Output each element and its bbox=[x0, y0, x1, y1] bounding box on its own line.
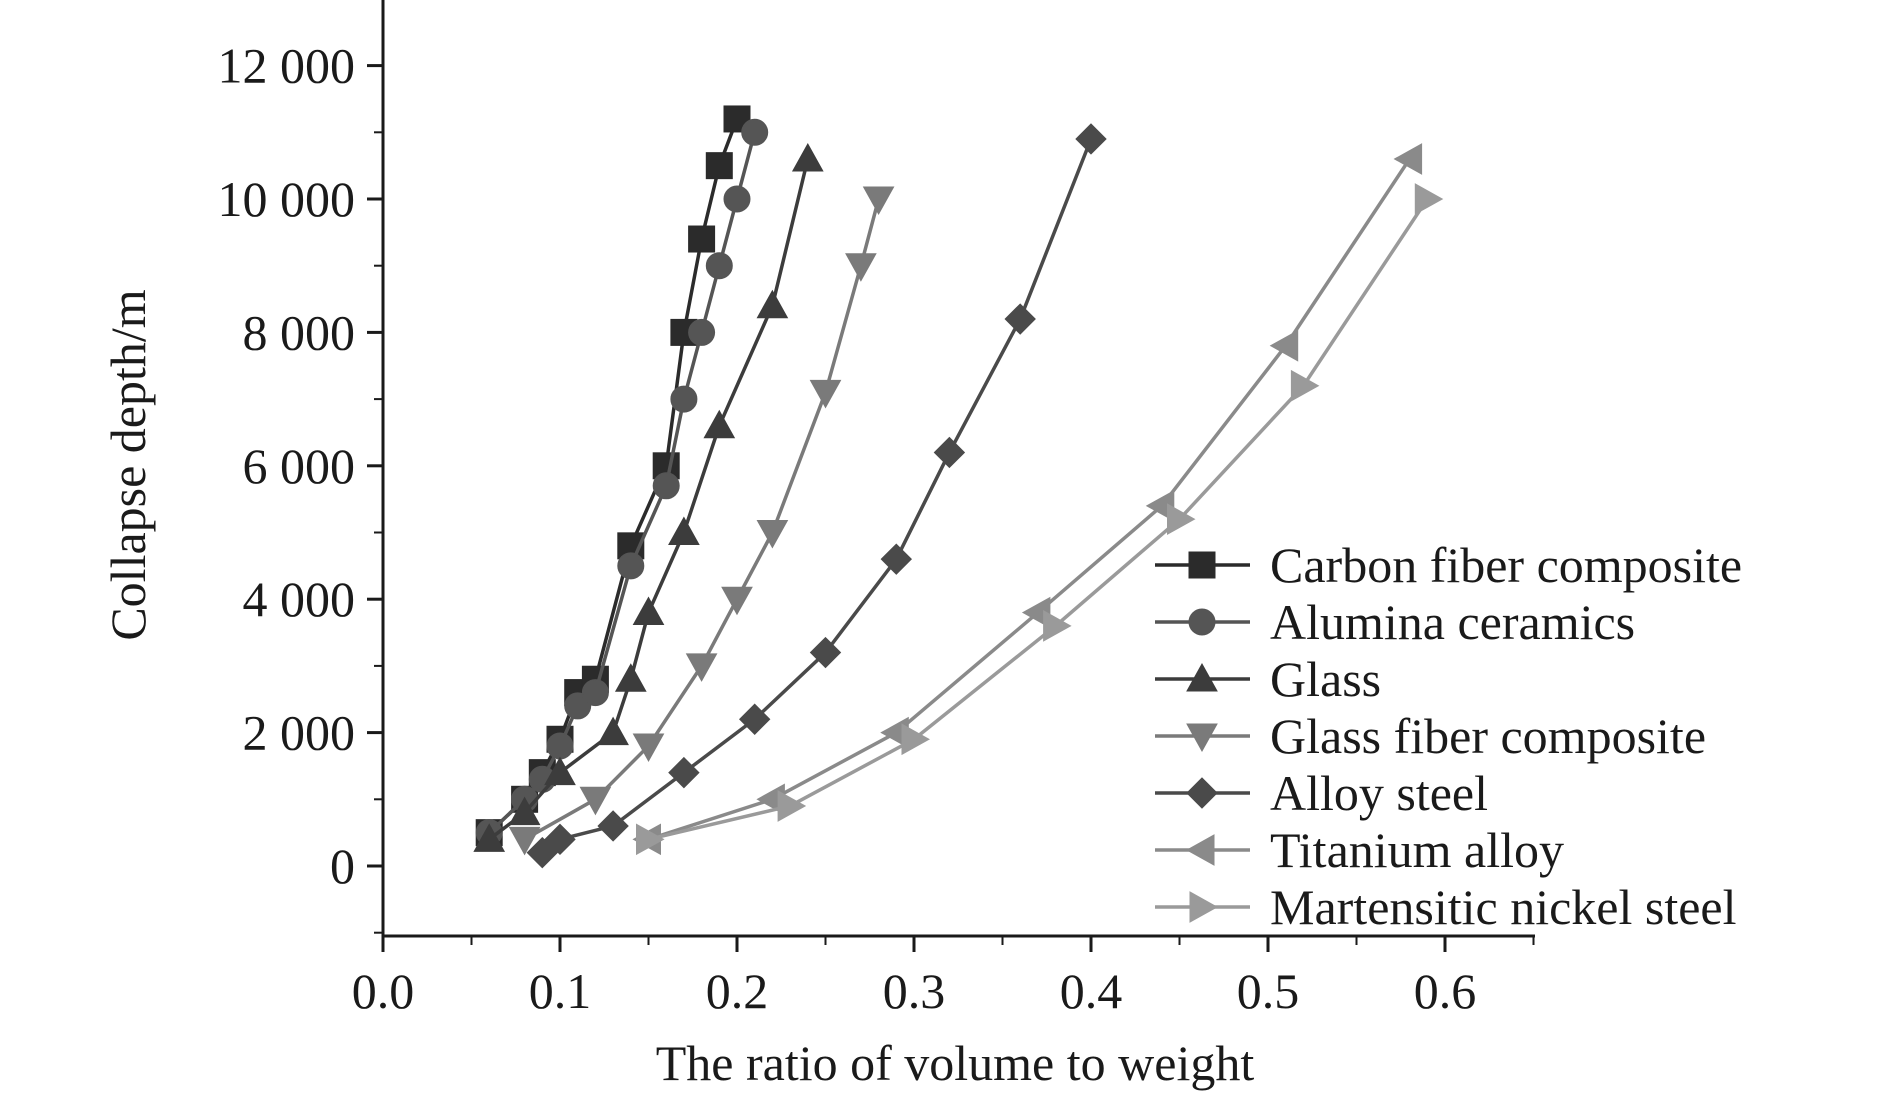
data-point bbox=[901, 723, 931, 756]
data-point bbox=[756, 289, 789, 319]
data-point bbox=[738, 703, 771, 735]
data-point bbox=[809, 379, 842, 409]
legend-label: Martensitic nickel steel bbox=[1270, 879, 1737, 935]
series-layer bbox=[473, 105, 1444, 869]
series-4 bbox=[508, 186, 895, 856]
series-5 bbox=[526, 123, 1107, 869]
data-point bbox=[544, 756, 576, 786]
data-point bbox=[741, 118, 769, 146]
x-tick-label: 0.2 bbox=[706, 963, 769, 1019]
data-point bbox=[862, 186, 895, 216]
data-point bbox=[845, 253, 877, 282]
data-point bbox=[526, 836, 559, 869]
data-point bbox=[632, 733, 665, 762]
legend-marker bbox=[1186, 777, 1218, 809]
data-point bbox=[688, 225, 716, 253]
data-point bbox=[1167, 503, 1196, 536]
legend-label: Glass fiber composite bbox=[1270, 708, 1706, 764]
legend-item: Glass bbox=[1155, 651, 1381, 707]
x-tick-label: 0.0 bbox=[352, 963, 415, 1019]
x-tick-label: 0.3 bbox=[883, 963, 946, 1019]
legend-item: Titanium alloy bbox=[1155, 822, 1564, 878]
data-point bbox=[636, 823, 665, 856]
legend-marker bbox=[1188, 551, 1216, 579]
y-tick-label: 10 000 bbox=[218, 171, 356, 227]
data-point bbox=[632, 596, 665, 626]
legend-item: Carbon fiber composite bbox=[1155, 537, 1742, 593]
data-point bbox=[473, 823, 506, 852]
data-point bbox=[1414, 183, 1444, 215]
data-point bbox=[670, 385, 698, 413]
data-point bbox=[1393, 143, 1423, 175]
y-tick-label: 8 000 bbox=[243, 304, 356, 360]
data-point bbox=[791, 142, 824, 172]
data-point bbox=[688, 318, 716, 346]
data-point bbox=[544, 823, 576, 856]
data-point bbox=[614, 663, 647, 692]
legend-marker bbox=[1186, 662, 1218, 692]
legend-label: Alloy steel bbox=[1270, 765, 1488, 821]
data-point bbox=[756, 520, 789, 549]
data-point bbox=[809, 636, 842, 669]
data-point bbox=[597, 716, 629, 746]
data-point bbox=[597, 810, 629, 842]
data-point bbox=[685, 653, 718, 682]
legend-marker bbox=[1186, 723, 1218, 753]
data-point bbox=[1043, 610, 1072, 642]
legend-item: Alloy steel bbox=[1155, 765, 1488, 821]
legend-item: Alumina ceramics bbox=[1155, 594, 1635, 650]
data-point bbox=[1004, 303, 1036, 335]
series-line bbox=[488, 158, 810, 841]
legend-label: Titanium alloy bbox=[1270, 822, 1564, 878]
data-point bbox=[880, 543, 913, 575]
legend-marker bbox=[1189, 891, 1219, 923]
data-point bbox=[703, 409, 736, 439]
y-tick-label: 4 000 bbox=[243, 571, 356, 627]
legend-label: Carbon fiber composite bbox=[1270, 537, 1742, 593]
data-point bbox=[668, 756, 700, 789]
series-line bbox=[541, 138, 1093, 855]
series-line bbox=[523, 198, 881, 841]
data-point bbox=[581, 679, 609, 707]
data-point bbox=[777, 790, 807, 822]
data-point bbox=[933, 436, 966, 469]
data-point bbox=[1075, 123, 1107, 155]
data-point bbox=[705, 152, 733, 180]
data-point bbox=[723, 185, 751, 213]
data-point bbox=[508, 796, 541, 826]
legend-label: Alumina ceramics bbox=[1270, 594, 1635, 650]
legend-item: Glass fiber composite bbox=[1155, 708, 1706, 764]
x-tick-label: 0.5 bbox=[1237, 963, 1300, 1019]
series-3 bbox=[473, 142, 824, 852]
data-point bbox=[617, 552, 645, 580]
data-point bbox=[705, 252, 733, 280]
x-tick-label: 0.4 bbox=[1060, 963, 1123, 1019]
legend-label: Glass bbox=[1270, 651, 1381, 707]
data-point bbox=[721, 586, 753, 616]
data-point bbox=[652, 472, 680, 500]
y-tick-label: 6 000 bbox=[243, 438, 356, 494]
y-tick-label: 2 000 bbox=[243, 705, 356, 761]
axes: 0.0 0.1 0.2 0.3 0.4 0.5 0.6 0 2 000 4 000 6 000 8 0… bbox=[218, 0, 1535, 1019]
x-tick-label: 0.6 bbox=[1414, 963, 1477, 1019]
data-point bbox=[579, 786, 612, 816]
data-point bbox=[508, 826, 541, 856]
y-axis-title: Collapse depth/m bbox=[100, 289, 156, 640]
legend-marker bbox=[1185, 834, 1215, 866]
y-tick-label: 12 000 bbox=[218, 38, 356, 94]
data-point bbox=[668, 516, 700, 545]
legend-item: Martensitic nickel steel bbox=[1155, 879, 1737, 935]
x-tick-label: 0.1 bbox=[529, 963, 592, 1019]
y-tick-label: 0 bbox=[330, 838, 355, 894]
data-point bbox=[1290, 369, 1320, 402]
legend-marker bbox=[1188, 608, 1216, 636]
data-point bbox=[546, 732, 574, 760]
series-7 bbox=[636, 183, 1444, 856]
data-point bbox=[1269, 329, 1299, 362]
x-axis-title: The ratio of volume to weight bbox=[656, 1035, 1255, 1091]
